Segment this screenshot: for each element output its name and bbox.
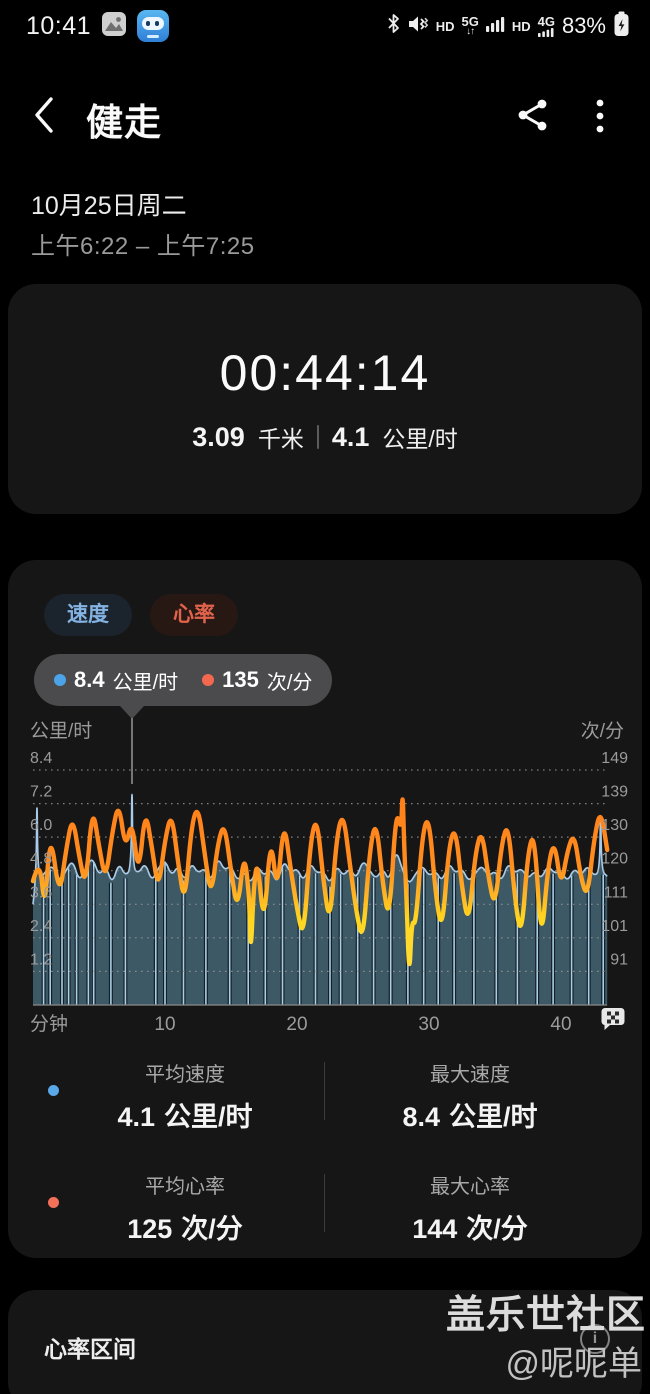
speed-heart-rate-chart[interactable]: 8.4 149 7.2 139 6.0 130 4.8 120 3.6 111 2.4 101 1.2 9… [0, 712, 650, 1052]
hd-voice-badge: HD [435, 18, 455, 34]
tooltip-hr-value: 135 [222, 667, 259, 692]
avg-speed-value: 4.1 [331, 421, 370, 452]
distance-unit: 千米 [257, 426, 304, 452]
info-icon: i [580, 1324, 610, 1354]
mute-vibrate-icon [407, 14, 429, 39]
battery-percent: 83% [561, 13, 606, 38]
left-axis-unit: 公里/时 [30, 721, 93, 742]
svg-text:7.2: 7.2 [30, 784, 52, 801]
svg-text:30: 30 [418, 1014, 439, 1035]
hd-voice-badge-2: HD [511, 18, 531, 34]
avg-speed-stat: 平均速度 4.1 公里/时 [117, 1064, 253, 1132]
hr-zones-title: 心率区间 [44, 1336, 136, 1362]
session-time-range: 上午6:22 – 上午7:25 [31, 233, 255, 260]
network-4g-badge: 4G [538, 15, 555, 37]
tooltip-hr-dot [202, 674, 215, 686]
distance-value: 3.09 [192, 421, 245, 452]
svg-text:4.8: 4.8 [30, 851, 52, 868]
svg-text:3.6: 3.6 [30, 884, 52, 901]
tooltip-hr-unit: 次/分 [266, 671, 313, 694]
clock-time: 10:41 [26, 11, 92, 40]
svg-text:139: 139 [601, 784, 628, 801]
tab-heart-rate[interactable]: 心率 [150, 594, 238, 636]
battery-charging-icon [613, 10, 630, 43]
summary-card: 00:44:14 3.09 千米 4.1 公里/时 [8, 284, 642, 514]
app-notification-icon [137, 10, 170, 42]
svg-text:6.0: 6.0 [30, 817, 52, 834]
network-5g-badge: 5G ↓↑ [461, 14, 479, 37]
back-button[interactable] [32, 94, 68, 136]
svg-text:101: 101 [601, 918, 628, 935]
bluetooth-icon [387, 13, 400, 39]
watermark-community: 盖乐世社区 [445, 1294, 646, 1337]
speed-series-dot [48, 1085, 59, 1096]
hr-series-dot [48, 1197, 59, 1208]
summary-divider [316, 425, 319, 449]
svg-text:分钟: 分钟 [30, 1013, 68, 1035]
max-hr-stat: 最大心率 144 次/分 [412, 1176, 528, 1244]
svg-text:8.4: 8.4 [30, 750, 52, 767]
tooltip-speed-unit: 公里/时 [112, 671, 179, 694]
svg-text:120: 120 [601, 851, 628, 868]
session-date: 10月25日周二 [31, 192, 187, 220]
avg-speed-unit: 公里/时 [382, 426, 458, 452]
status-bar: 10:41 HD 5G ↓↑ HD [0, 0, 650, 48]
stats-divider-1 [324, 1062, 325, 1120]
chart-tooltip[interactable]: 8.4 公里/时 135 次/分 [34, 654, 333, 706]
svg-text:149: 149 [601, 750, 628, 767]
right-axis-unit: 次/分 [580, 721, 624, 742]
more-menu-button[interactable] [584, 96, 616, 136]
tooltip-pointer [120, 706, 144, 719]
workout-duration: 00:44:14 [219, 345, 431, 401]
tooltip-speed-value: 8.4 [74, 667, 105, 692]
stats-divider-2 [324, 1174, 325, 1232]
gallery-notification-icon [101, 11, 127, 42]
avg-hr-stat: 平均心率 125 次/分 [127, 1176, 243, 1244]
summary-metrics-row: 3.09 千米 4.1 公里/时 [192, 420, 458, 454]
signal-bars-icon [485, 16, 505, 37]
max-speed-stat: 最大速度 8.4 公里/时 [402, 1064, 538, 1132]
svg-text:40: 40 [550, 1014, 571, 1035]
watermark-username: @呢呢单 [505, 1345, 642, 1383]
svg-text:91: 91 [610, 951, 628, 968]
tooltip-speed-dot [54, 674, 66, 686]
svg-text:2.4: 2.4 [30, 918, 52, 935]
svg-text:1.2: 1.2 [30, 951, 52, 968]
page-title: 健走 [86, 102, 162, 143]
svg-text:10: 10 [154, 1014, 175, 1035]
svg-text:20: 20 [286, 1014, 307, 1035]
tab-speed[interactable]: 速度 [44, 594, 132, 636]
svg-text:130: 130 [601, 817, 628, 834]
finish-flag-icon[interactable] [598, 1004, 628, 1034]
svg-text:111: 111 [604, 884, 628, 901]
share-button[interactable] [516, 96, 556, 136]
hr-zones-card: 心率区间 [8, 1290, 642, 1394]
